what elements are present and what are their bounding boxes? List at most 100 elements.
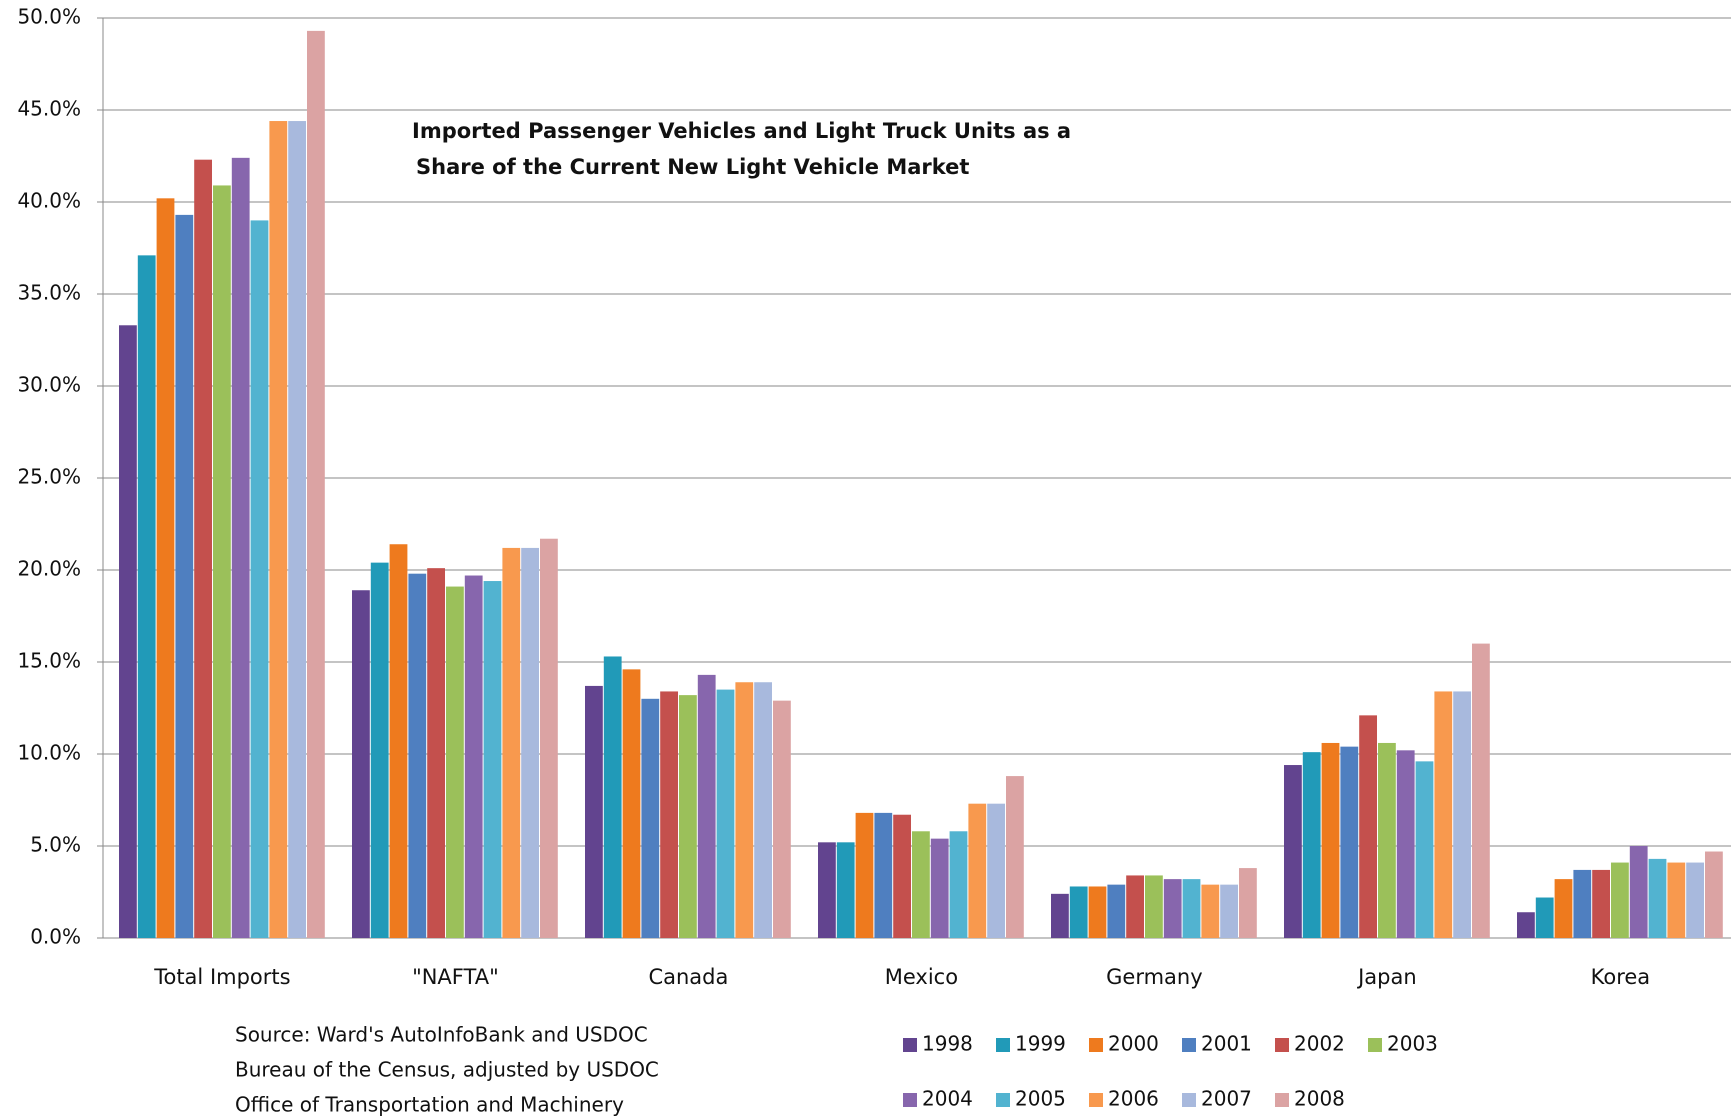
y-tick-label: 45.0% [17,97,81,121]
legend-label: 2007 [1201,1087,1252,1111]
y-tick-label: 10.0% [17,741,81,765]
y-tick-label: 20.0% [17,557,81,581]
bar [156,198,175,938]
bar [352,590,370,938]
x-tick-label: Canada [648,965,728,989]
bar [250,220,269,938]
legend-label: 2004 [922,1087,973,1111]
bar [754,682,772,938]
bar [1201,884,1220,938]
bar [641,698,660,938]
bar [874,812,893,938]
legend-label: 2002 [1294,1032,1345,1056]
bar [427,568,445,938]
bar [1088,886,1107,938]
bar [1517,912,1535,938]
bar [1359,715,1377,938]
bar [446,586,464,938]
bar [464,575,483,938]
bar [269,121,288,939]
bar [483,581,502,938]
bar [893,814,911,938]
bar [930,838,949,938]
x-tick-label: Japan [1356,965,1417,989]
source-note: Source: Ward's AutoInfoBank and USDOC [235,1023,648,1047]
bar [307,30,325,938]
bar [1145,875,1163,938]
legend-swatch [1368,1038,1382,1052]
bar [231,157,250,939]
legend-swatch [996,1038,1010,1052]
y-tick-label: 30.0% [17,373,81,397]
bar [1415,761,1434,938]
bar [1554,879,1573,938]
y-tick-label: 15.0% [17,649,81,673]
legend-swatch [1089,1038,1103,1052]
legend-label: 1999 [1015,1032,1066,1056]
bar [119,325,137,938]
chart-title: Imported Passenger Vehicles and Light Tr… [412,119,1071,143]
bar [194,159,212,938]
bar [679,695,697,938]
x-tick-label: Total Imports [153,965,290,989]
y-tick-label: 35.0% [17,281,81,305]
bar [912,831,930,938]
y-tick-label: 40.0% [17,189,81,213]
bar [502,547,521,938]
bar [1611,862,1629,938]
bar [1396,750,1415,938]
bar [1321,742,1340,938]
bar [1163,879,1182,938]
legend-label: 2008 [1294,1087,1345,1111]
y-tick-label: 5.0% [30,833,81,857]
legend-swatch [903,1038,917,1052]
bar [1686,862,1704,938]
bar [288,121,306,939]
bar [585,685,603,938]
x-tick-label: "NAFTA" [412,965,499,989]
legend-swatch [903,1093,917,1107]
source-note: Office of Transportation and Machinery [235,1093,624,1117]
bar [818,842,836,938]
bar [1107,884,1126,938]
bar [949,831,968,938]
bar [175,214,194,938]
legend-label: 2003 [1387,1032,1438,1056]
bar [408,573,427,938]
legend-swatch [1182,1093,1196,1107]
x-tick-label: Mexico [885,965,958,989]
bar [1126,875,1144,938]
legend-label: 2006 [1108,1087,1159,1111]
bar [1182,879,1201,938]
bar [1069,886,1088,938]
legend-label: 2001 [1201,1032,1252,1056]
bar [697,674,716,938]
y-tick-label: 25.0% [17,465,81,489]
bar [1573,869,1592,938]
bar [389,544,408,938]
bar [213,185,231,938]
bar [987,803,1005,938]
bar [1453,691,1471,938]
x-tick-label: Korea [1591,965,1651,989]
chart-title: Share of the Current New Light Vehicle M… [416,155,969,179]
bar [1378,742,1396,938]
bar [1535,897,1554,938]
bar [1705,851,1723,938]
legend-swatch [1275,1093,1289,1107]
legend-swatch [1089,1093,1103,1107]
bar [1340,746,1359,938]
legend-swatch [1275,1038,1289,1052]
legend-swatch [1182,1038,1196,1052]
bar [1648,858,1667,938]
legend-label: 2000 [1108,1032,1159,1056]
bar [370,562,389,938]
legend-swatch [996,1093,1010,1107]
bar [1629,846,1648,938]
bar [735,682,754,938]
bar [540,538,558,938]
bar [836,842,855,938]
bar [1284,765,1302,938]
bar [622,669,641,938]
